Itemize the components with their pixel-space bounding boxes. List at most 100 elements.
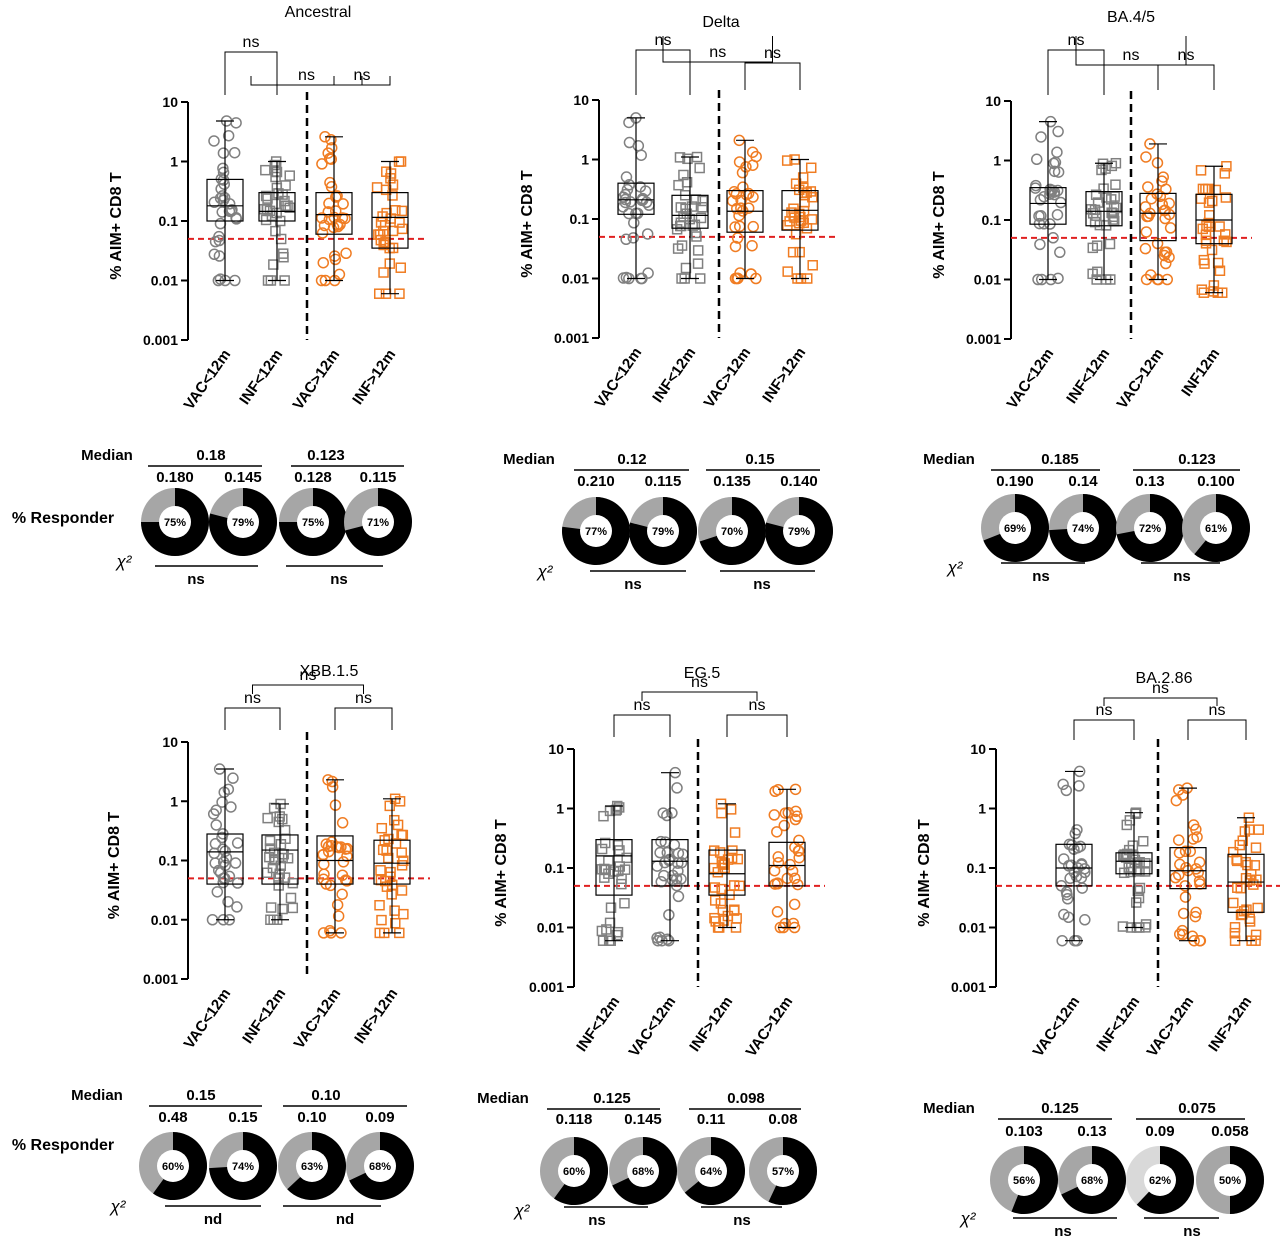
data-point xyxy=(1107,208,1118,219)
data-point xyxy=(216,190,229,202)
y-tick-label: 1 xyxy=(170,154,178,170)
significance-label: ns xyxy=(1209,702,1226,719)
category-label: INF12m xyxy=(1178,346,1223,400)
data-point xyxy=(793,851,805,864)
data-point xyxy=(715,898,727,909)
box-group xyxy=(371,156,409,299)
data-point xyxy=(275,839,287,850)
data-point xyxy=(1164,222,1177,234)
data-point xyxy=(736,166,749,179)
median-label: Median xyxy=(923,451,975,468)
responder-percent: 75% xyxy=(164,517,186,529)
data-point xyxy=(213,250,226,262)
data-point xyxy=(1229,927,1241,939)
iqr-box xyxy=(617,182,655,215)
data-point xyxy=(1214,265,1226,277)
data-point xyxy=(265,902,277,913)
significance-label: ns xyxy=(298,67,315,84)
data-point xyxy=(264,835,276,847)
data-point xyxy=(371,182,383,193)
data-point xyxy=(716,883,727,895)
box-group xyxy=(708,798,746,933)
data-point xyxy=(1220,229,1231,240)
y-tick-label: 10 xyxy=(162,734,178,750)
responder-percent: 68% xyxy=(632,1166,654,1178)
data-point xyxy=(670,873,683,885)
data-point xyxy=(1234,839,1246,851)
data-point xyxy=(627,232,640,244)
group-median: 0.140 xyxy=(780,473,818,490)
y-tick-label: 0.01 xyxy=(537,920,564,936)
data-point xyxy=(781,155,793,166)
panel-ba-2-86: BA.2.86 10 1 0.1 0.01 0.001 % AIM+ CD8 T VAC<12… xyxy=(916,670,1280,1240)
significance-label: ns xyxy=(244,690,261,707)
data-point xyxy=(614,845,625,856)
group-median: 0.100 xyxy=(1197,473,1235,490)
data-point xyxy=(1111,202,1122,214)
data-point xyxy=(396,847,407,858)
y-tick-label: 10 xyxy=(970,741,986,757)
panel-xbb-1-5: XBB.1.5 10 1 0.1 0.01 0.001 % AIM+ CD8 T VAC<12… xyxy=(12,663,430,1228)
data-point xyxy=(268,259,279,270)
data-point xyxy=(208,847,220,860)
data-point xyxy=(771,826,783,838)
data-point xyxy=(678,169,689,181)
data-point xyxy=(1030,179,1042,192)
data-point xyxy=(710,916,721,927)
data-point xyxy=(1253,824,1264,835)
pooled-median: 0.125 xyxy=(1041,1100,1079,1117)
responder-percent: 57% xyxy=(772,1166,794,1178)
group-median: 0.118 xyxy=(556,1111,593,1128)
data-point xyxy=(332,910,345,922)
data-point xyxy=(1197,223,1208,235)
data-point xyxy=(1214,221,1225,232)
data-point xyxy=(1237,909,1248,920)
y-tick-label: 0.01 xyxy=(562,271,589,287)
pooled-median: 0.15 xyxy=(186,1087,215,1104)
data-point xyxy=(806,214,818,225)
box-group xyxy=(206,763,244,926)
iqr-box xyxy=(261,834,299,885)
data-point xyxy=(398,855,409,867)
chi-square-label: χ² xyxy=(109,1197,127,1216)
data-point xyxy=(277,813,288,825)
responder-donut-hole xyxy=(159,506,191,538)
significance-label: ns xyxy=(354,67,371,84)
data-point xyxy=(397,223,408,235)
chi-square-result: nd xyxy=(204,1211,222,1228)
iqr-box xyxy=(651,839,689,887)
data-point xyxy=(671,782,683,794)
data-point xyxy=(220,852,233,864)
y-tick-label: 1 xyxy=(978,801,986,817)
data-point xyxy=(1198,254,1210,266)
chi-square-label: χ² xyxy=(959,1209,977,1228)
data-point xyxy=(788,898,801,911)
data-point xyxy=(793,845,805,857)
data-point xyxy=(1193,856,1206,868)
y-tick-label: 10 xyxy=(985,93,1001,109)
pooled-median: 0.075 xyxy=(1178,1100,1216,1117)
data-point xyxy=(396,205,408,217)
data-point xyxy=(320,838,333,850)
data-point xyxy=(621,852,632,864)
significance-label: ns xyxy=(709,44,726,61)
responder-donut-hole xyxy=(999,512,1031,544)
data-point xyxy=(1160,257,1172,270)
responder-percent: 64% xyxy=(700,1166,722,1178)
y-axis-label: % AIM+ CD8 T xyxy=(106,812,123,920)
data-point xyxy=(318,868,330,881)
data-point xyxy=(1117,921,1129,932)
data-point xyxy=(787,246,799,258)
data-point xyxy=(1173,847,1186,859)
chi-square-result: ns xyxy=(1032,568,1050,585)
category-label: INF<12m xyxy=(649,345,699,406)
data-point xyxy=(631,207,644,220)
data-point xyxy=(718,859,729,870)
data-point xyxy=(655,835,667,848)
panel-title: EG.5 xyxy=(684,665,721,682)
group-median: 0.14 xyxy=(1068,473,1098,490)
data-point xyxy=(213,230,225,243)
data-point xyxy=(747,220,759,233)
data-point xyxy=(222,896,234,908)
data-point xyxy=(784,858,796,871)
